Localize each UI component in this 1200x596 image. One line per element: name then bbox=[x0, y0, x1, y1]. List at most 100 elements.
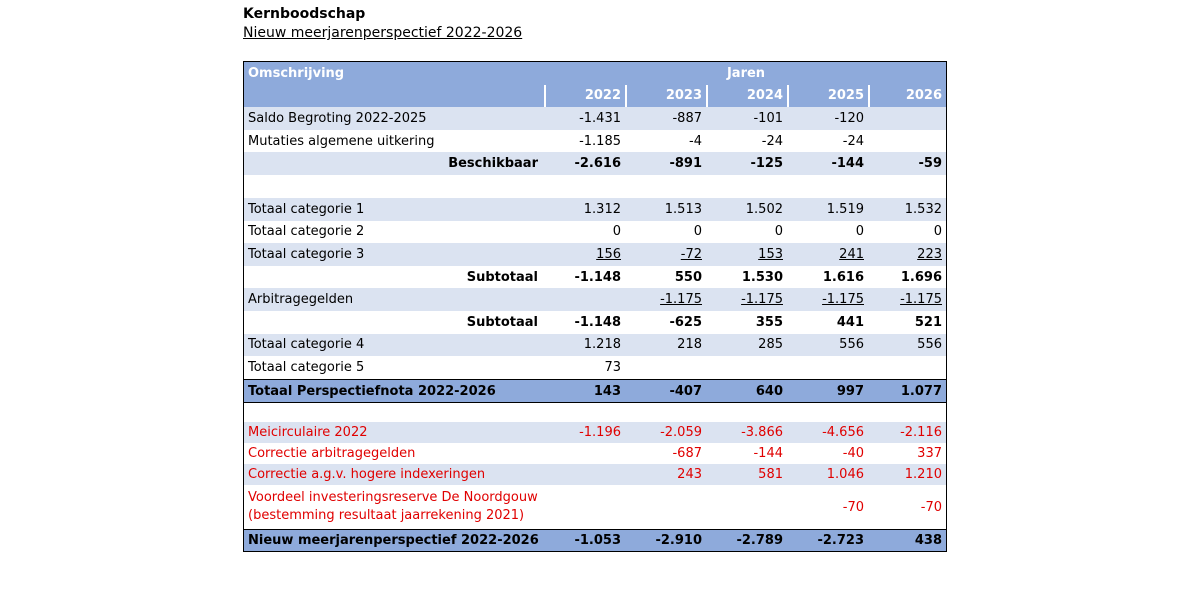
cell bbox=[870, 107, 946, 130]
cell: 1.077 bbox=[900, 383, 942, 399]
table-row-total: Totaal Perspectiefnota 2022-2026 143 -40… bbox=[244, 378, 946, 404]
cell: 550 bbox=[674, 269, 702, 285]
cell: -101 bbox=[708, 107, 787, 130]
year-header: 2026 bbox=[870, 84, 946, 108]
cell: 143 bbox=[593, 383, 621, 399]
row-label: Voordeel investeringsreserve De Noordgou… bbox=[244, 485, 544, 529]
year-header: 2023 bbox=[627, 84, 706, 108]
cell: 997 bbox=[836, 383, 864, 399]
cell: 223 bbox=[870, 243, 946, 266]
cell: -891 bbox=[627, 152, 706, 175]
cell: -70 bbox=[920, 499, 942, 515]
cell: -2.723 bbox=[817, 533, 864, 549]
cell: 218 bbox=[627, 333, 706, 357]
row-label: Mutaties algemene uitkering bbox=[248, 133, 435, 149]
cell: -1.185 bbox=[579, 133, 621, 149]
cell: -1.431 bbox=[546, 107, 625, 130]
cell: 1.502 bbox=[708, 197, 787, 221]
cell: 355 bbox=[755, 314, 783, 330]
cell: -887 bbox=[627, 107, 706, 130]
cell: 0 bbox=[774, 224, 783, 240]
cell: 0 bbox=[612, 224, 621, 240]
cell: 1.218 bbox=[546, 333, 625, 357]
cell: 556 bbox=[870, 333, 946, 357]
row-label: Saldo Begroting 2022-2025 bbox=[244, 107, 544, 130]
cell: 438 bbox=[914, 533, 942, 549]
cell: -144 bbox=[789, 152, 868, 175]
header-spacer bbox=[244, 84, 544, 108]
cell bbox=[708, 356, 787, 379]
cell: -3.866 bbox=[708, 422, 787, 444]
cell bbox=[546, 443, 625, 464]
row-label: Totaal Perspectiefnota 2022-2026 bbox=[248, 383, 496, 399]
table-row-subtotal: Subtotaal -1.148 -625 355 441 521 bbox=[244, 311, 946, 334]
row-label: Totaal categorie 2 bbox=[248, 224, 365, 240]
year-header: 2022 bbox=[546, 84, 625, 108]
cell: 441 bbox=[836, 314, 864, 330]
cell: 0 bbox=[855, 224, 864, 240]
cell: -625 bbox=[669, 314, 702, 330]
table-row: Totaal categorie 5 73 bbox=[244, 356, 946, 379]
cell: -1.175 bbox=[789, 288, 868, 311]
cell: 1.046 bbox=[789, 464, 868, 486]
budget-table: Omschrijving Jaren 2022 2023 2024 2025 2… bbox=[243, 61, 947, 553]
cell bbox=[789, 356, 868, 379]
row-label: Subtotaal bbox=[466, 269, 538, 285]
table-row: Saldo Begroting 2022-2025 -1.431 -887 -1… bbox=[244, 107, 946, 130]
cell bbox=[627, 356, 706, 379]
cell: 1.530 bbox=[741, 269, 783, 285]
cell: -2.059 bbox=[627, 422, 706, 444]
cell: -2.616 bbox=[546, 152, 625, 175]
cell: 241 bbox=[789, 243, 868, 266]
cell: -70 bbox=[842, 499, 864, 515]
cell bbox=[546, 464, 625, 486]
table-row: Correctie arbitragegelden -687 -144 -40 … bbox=[244, 443, 946, 464]
cell: -72 bbox=[627, 243, 706, 266]
row-label: Beschikbaar bbox=[244, 152, 544, 175]
cell bbox=[708, 485, 787, 529]
column-group-jaren: Jaren bbox=[726, 65, 766, 81]
cell bbox=[627, 485, 706, 529]
row-label: Subtotaal bbox=[466, 314, 538, 330]
table-row: Arbitragegelden -1.175 -1.175 -1.175 -1.… bbox=[244, 288, 946, 311]
row-label: Totaal categorie 3 bbox=[244, 243, 544, 266]
table-years-row: 2022 2023 2024 2025 2026 bbox=[244, 84, 946, 108]
table-header-row: Omschrijving Jaren bbox=[244, 62, 946, 85]
table-row: Correctie a.g.v. hogere indexeringen 243… bbox=[244, 464, 946, 486]
cell: 0 bbox=[933, 224, 942, 240]
table-row: Totaal categorie 1 1.312 1.513 1.502 1.5… bbox=[244, 197, 946, 221]
cell: -59 bbox=[870, 152, 946, 175]
spacer-row bbox=[244, 175, 946, 193]
cell: -1.175 bbox=[708, 288, 787, 311]
cell bbox=[870, 130, 946, 153]
cell bbox=[870, 356, 946, 379]
table-row: Totaal categorie 3 156 -72 153 241 223 bbox=[244, 243, 946, 266]
row-label-line: (bestemming resultaat jaarrekening 2021) bbox=[248, 508, 525, 524]
cell: 1.519 bbox=[789, 197, 868, 221]
row-label: Totaal categorie 5 bbox=[248, 359, 365, 375]
row-label: Totaal categorie 1 bbox=[244, 197, 544, 221]
row-label: Totaal categorie 4 bbox=[244, 333, 544, 357]
cell: -24 bbox=[761, 133, 783, 149]
row-label: Correctie arbitragegelden bbox=[248, 446, 416, 462]
cell: -2.116 bbox=[870, 422, 946, 444]
cell: -4 bbox=[689, 133, 702, 149]
cell: -120 bbox=[789, 107, 868, 130]
table-row: Mutaties algemene uitkering -1.185 -4 -2… bbox=[244, 130, 946, 153]
table-row: Meicirculaire 2022 -1.196 -2.059 -3.866 … bbox=[244, 422, 946, 444]
row-label: Meicirculaire 2022 bbox=[244, 422, 544, 444]
cell: -1.196 bbox=[546, 422, 625, 444]
table-row: Totaal categorie 2 0 0 0 0 0 bbox=[244, 221, 946, 244]
cell: 521 bbox=[914, 314, 942, 330]
document-subtitle: Nieuw meerjarenperspectief 2022-2026 bbox=[243, 25, 523, 41]
cell: 285 bbox=[708, 333, 787, 357]
table-row-subtotal: Subtotaal -1.148 550 1.530 1.616 1.696 bbox=[244, 266, 946, 289]
year-header: 2024 bbox=[708, 84, 787, 108]
cell: 1.312 bbox=[546, 197, 625, 221]
document-title: Kernboodschap bbox=[243, 6, 366, 22]
cell: 337 bbox=[917, 446, 942, 462]
cell: 1.696 bbox=[900, 269, 942, 285]
cell: -687 bbox=[672, 446, 702, 462]
cell: 1.210 bbox=[870, 464, 946, 486]
table-row-subtotal: Beschikbaar -2.616 -891 -125 -144 -59 bbox=[244, 152, 946, 175]
